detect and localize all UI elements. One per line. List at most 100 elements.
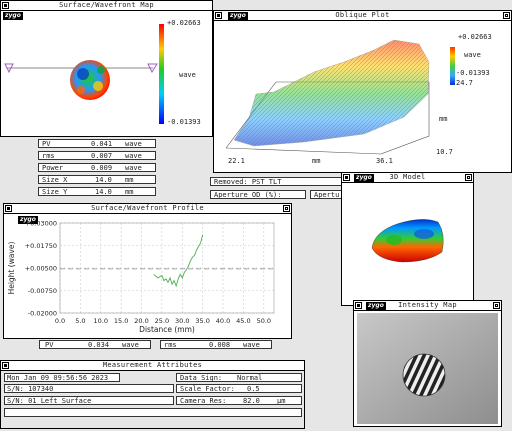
- stat-pv: PV 0.041 wave: [38, 139, 156, 148]
- profile-window[interactable]: Surface/Wavefront Profile zygo +0.03000 +…: [3, 203, 292, 339]
- surface-map-titlebar[interactable]: Surface/Wavefront Map: [1, 1, 212, 11]
- oblique-scale-min: -0.01393: [456, 69, 490, 77]
- attr-data-sign-value: Normal: [237, 374, 263, 382]
- x-tick-label: 30.0: [175, 317, 189, 325]
- stat-unit: wave: [125, 164, 142, 172]
- oblique-plot-canvas[interactable]: [214, 22, 511, 172]
- oblique-axis-unit-y: mm: [439, 115, 448, 123]
- surface-map-disk: [70, 60, 110, 100]
- stat-value: 0.041: [91, 140, 113, 148]
- stat-unit: wave: [125, 140, 142, 148]
- zoom-box-icon[interactable]: [465, 174, 472, 181]
- stat-unit: mm: [125, 188, 134, 196]
- stat-unit: wave: [125, 152, 142, 160]
- zoom-box-icon[interactable]: [503, 12, 510, 19]
- attr-sn: S/N: 107340: [4, 384, 174, 393]
- close-box-icon[interactable]: [5, 205, 12, 212]
- zoom-box-icon[interactable]: [283, 205, 290, 212]
- profile-start-marker[interactable]: [4, 63, 14, 74]
- aperture-field: Aperture OD (%):: [210, 190, 306, 199]
- attr-data-sign-label: Data Sign:: [180, 374, 223, 382]
- oblique-plot-window[interactable]: Oblique Plot zygo +0.02663 wave -0.01393…: [213, 10, 512, 173]
- stat-label: Size X: [42, 176, 68, 184]
- zygo-logo: zygo: [18, 216, 38, 224]
- x-tick-label: 10.0: [94, 317, 108, 325]
- surface-map-window[interactable]: Surface/Wavefront Map zygo +0.02663 wave…: [0, 0, 213, 137]
- profile-pv-unit: wave: [122, 341, 139, 349]
- aperture-text: Aperture OD (%):: [214, 191, 282, 199]
- profile-rms-value: 0.008: [209, 341, 231, 349]
- attributes-title: Measurement Attributes: [102, 361, 203, 369]
- stat-size-x: Size X 14.0 mm: [38, 175, 156, 184]
- x-tick-label: 35.0: [195, 317, 209, 325]
- model3d-canvas[interactable]: [342, 184, 473, 306]
- profile-rms-unit: wave: [243, 341, 260, 349]
- stat-value: 14.0: [95, 188, 112, 196]
- y-tick-label: -0.02000: [28, 310, 57, 318]
- intensity-window[interactable]: Intensity Map zygo: [353, 300, 502, 427]
- stat-label: PV: [42, 140, 51, 148]
- attributes-titlebar[interactable]: Measurement Attributes: [1, 361, 304, 371]
- surface-map-canvas[interactable]: [1, 12, 212, 136]
- oblique-plot-titlebar[interactable]: Oblique Plot: [214, 11, 511, 21]
- surface-scale-max: +0.02663: [167, 19, 201, 27]
- close-box-icon[interactable]: [343, 174, 350, 181]
- model3d-titlebar[interactable]: 3D Model: [342, 173, 473, 183]
- stat-label: Power: [42, 164, 64, 172]
- x-tick-label: 25.0: [155, 317, 169, 325]
- stat-label: rms: [42, 152, 55, 160]
- zygo-logo: zygo: [3, 12, 23, 20]
- y-axis-label: Height (wave): [7, 242, 16, 295]
- surface-scale-min: -0.01393: [167, 118, 201, 126]
- model3d-window[interactable]: 3D Model zygo: [341, 172, 474, 306]
- x-tick-label: 20.0: [134, 317, 148, 325]
- model3d-title: 3D Model: [389, 173, 426, 181]
- model3d-surface: [371, 219, 444, 263]
- oblique-x-end: 36.1: [376, 157, 393, 165]
- stat-label: Size Y: [42, 188, 68, 196]
- profile-titlebar[interactable]: Surface/Wavefront Profile: [4, 204, 291, 214]
- oblique-colorbar: [450, 47, 455, 85]
- close-box-icon[interactable]: [215, 12, 222, 19]
- attr-datetime-text: Mon Jan 09 09:56:56 2023: [7, 374, 109, 382]
- oblique-y-tick: 10.7: [436, 148, 453, 156]
- stat-value: 0.009: [91, 164, 113, 172]
- zygo-logo: zygo: [354, 174, 374, 182]
- close-box-icon[interactable]: [2, 362, 9, 369]
- removed-field: Removed: PST TLT: [210, 177, 348, 186]
- close-box-icon[interactable]: [2, 2, 9, 9]
- attr-sn2: S/N: 01 Left Surface: [4, 396, 174, 405]
- stat-rms: rms 0.007 wave: [38, 151, 156, 160]
- x-tick-label: 40.0: [216, 317, 230, 325]
- attr-data-sign: Data Sign: Normal: [176, 373, 302, 382]
- attr-camera-res-value: 82.0: [243, 397, 260, 405]
- stat-value: 14.0: [95, 176, 112, 184]
- surface-scale-unit: wave: [179, 71, 196, 79]
- oblique-scale-max: +0.02663: [458, 33, 492, 41]
- stat-power: Power 0.009 wave: [38, 163, 156, 172]
- x-tick-label: 15.0: [114, 317, 128, 325]
- y-tick-label: -0.00750: [28, 287, 57, 295]
- attributes-window[interactable]: Measurement Attributes Mon Jan 09 09:56:…: [0, 360, 305, 429]
- zygo-logo: zygo: [366, 302, 386, 310]
- oblique-plot-title: Oblique Plot: [335, 11, 390, 19]
- zoom-box-icon[interactable]: [493, 302, 500, 309]
- attr-sn2-text: S/N: 01 Left Surface: [7, 397, 92, 405]
- profile-series-line: [153, 234, 204, 288]
- y-tick-label: +0.03000: [25, 220, 57, 228]
- surface-map-title: Surface/Wavefront Map: [59, 1, 154, 9]
- intensity-title: Intensity Map: [398, 301, 457, 309]
- x-tick-label: 0.0: [55, 317, 65, 325]
- attr-sn-text: S/N: 107340: [7, 385, 54, 393]
- x-tick-label: 50.0: [257, 317, 271, 325]
- intensity-titlebar[interactable]: Intensity Map: [354, 301, 501, 311]
- profile-chart[interactable]: +0.03000 +0.01750 +0.00500 -0.00750 -0.02000…: [4, 215, 291, 339]
- x-tick-label: 45.0: [236, 317, 250, 325]
- profile-end-marker[interactable]: [147, 63, 158, 74]
- oblique-scale-unit: wave: [464, 51, 481, 59]
- intensity-canvas[interactable]: [357, 313, 498, 424]
- attr-datetime: Mon Jan 09 09:56:56 2023: [4, 373, 120, 382]
- profile-rms-label: rms: [164, 341, 177, 349]
- stat-size-y: Size Y 14.0 mm: [38, 187, 156, 196]
- close-box-icon[interactable]: [355, 302, 362, 309]
